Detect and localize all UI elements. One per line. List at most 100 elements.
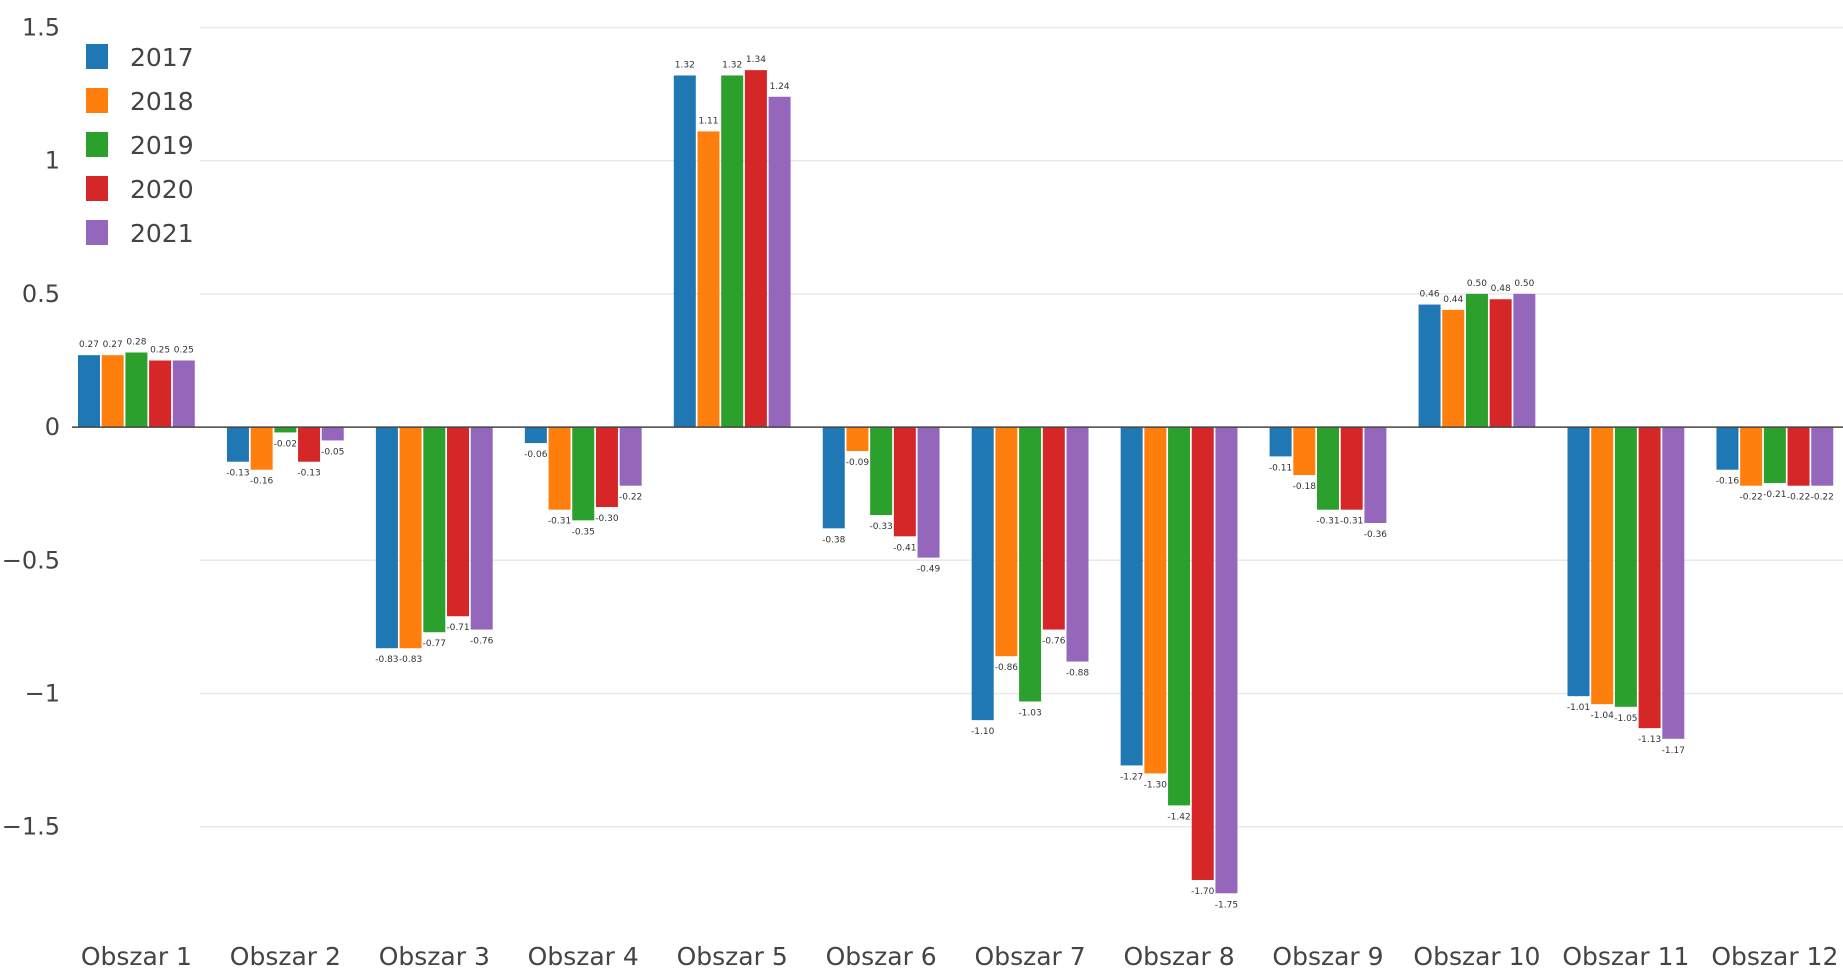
data-label: -1.13	[1638, 735, 1661, 745]
bar[interactable]	[1066, 427, 1089, 662]
bar[interactable]	[995, 427, 1018, 657]
data-label: -0.05	[321, 447, 344, 457]
data-label: -0.16	[1716, 477, 1740, 487]
y-axis: 1.5 1 0.5 0 −0.5 −1 −1.5	[2, 14, 60, 841]
bar[interactable]	[226, 427, 249, 462]
data-label: -1.17	[1662, 746, 1685, 756]
data-label: -0.49	[917, 565, 941, 575]
bar[interactable]	[1614, 427, 1637, 707]
data-label: -0.35	[572, 527, 595, 537]
bar[interactable]	[298, 427, 321, 462]
data-label: -0.38	[822, 535, 846, 545]
bar[interactable]	[893, 427, 916, 537]
bar[interactable]	[1591, 427, 1614, 705]
bar[interactable]	[447, 427, 469, 617]
data-label: -0.71	[446, 623, 469, 633]
bar[interactable]	[1811, 427, 1834, 486]
bar[interactable]	[721, 75, 744, 428]
data-label: -0.22	[1787, 493, 1810, 503]
bar[interactable]	[1418, 304, 1441, 428]
bar[interactable]	[697, 131, 720, 428]
bar[interactable]	[1120, 427, 1143, 766]
data-label: -1.70	[1191, 887, 1215, 897]
bar[interactable]	[1269, 427, 1292, 457]
bar[interactable]	[149, 360, 172, 428]
bar[interactable]	[673, 75, 696, 428]
bar[interactable]	[1763, 427, 1786, 484]
data-label: -0.88	[1066, 669, 1090, 679]
data-label: 1.34	[746, 55, 766, 65]
bar[interactable]	[470, 427, 493, 630]
bar[interactable]	[1019, 427, 1042, 702]
bar[interactable]	[1489, 299, 1512, 428]
data-label: -0.30	[595, 514, 619, 524]
bar[interactable]	[870, 427, 893, 516]
bar[interactable]	[744, 70, 767, 428]
legend-label: 2020	[130, 175, 194, 204]
data-label: -0.36	[1364, 530, 1388, 540]
bar[interactable]	[1293, 427, 1316, 476]
x-tick-label: Obszar 9	[1272, 942, 1383, 971]
bar[interactable]	[971, 427, 994, 721]
bar[interactable]	[1144, 427, 1167, 774]
data-label: 0.25	[150, 346, 170, 356]
bar[interactable]	[1513, 293, 1536, 428]
bar[interactable]	[548, 427, 571, 510]
bar[interactable]	[1662, 427, 1685, 739]
bar[interactable]	[768, 96, 791, 428]
bar[interactable]	[1740, 427, 1763, 486]
data-label: -0.13	[297, 469, 320, 479]
bar[interactable]	[822, 427, 845, 529]
bar[interactable]	[846, 427, 869, 452]
bar[interactable]	[1215, 427, 1238, 894]
bar[interactable]	[423, 427, 446, 633]
bar[interactable]	[1317, 427, 1339, 510]
bar[interactable]	[1364, 427, 1387, 524]
bar[interactable]	[250, 427, 273, 470]
bar[interactable]	[172, 360, 195, 428]
bar[interactable]	[1042, 427, 1065, 630]
bar[interactable]	[917, 427, 940, 558]
legend-item[interactable]: 2017	[86, 43, 194, 72]
bar[interactable]	[1787, 427, 1810, 486]
bar[interactable]	[101, 355, 124, 428]
data-label: -0.13	[226, 469, 249, 479]
bar[interactable]	[572, 427, 595, 521]
bar[interactable]	[375, 427, 398, 649]
bar[interactable]	[78, 355, 100, 428]
data-label: 1.32	[722, 60, 742, 70]
bar[interactable]	[274, 427, 297, 433]
bar[interactable]	[595, 427, 618, 508]
data-label: 1.24	[770, 82, 790, 92]
legend-swatch	[86, 44, 108, 69]
bar[interactable]	[1716, 427, 1739, 470]
bar[interactable]	[1168, 427, 1191, 806]
y-tick-label: −1	[25, 680, 60, 708]
data-label: -0.83	[399, 655, 422, 665]
legend-item[interactable]: 2018	[86, 87, 194, 116]
bar[interactable]	[1567, 427, 1590, 697]
legend-item[interactable]: 2019	[86, 131, 194, 160]
data-label: 0.27	[79, 340, 99, 350]
bar[interactable]	[1191, 427, 1214, 880]
data-label: 0.50	[1514, 279, 1534, 289]
bar[interactable]	[524, 427, 547, 444]
x-tick-label: Obszar 1	[81, 942, 192, 971]
bar[interactable]	[399, 427, 422, 649]
legend-item[interactable]: 2021	[86, 219, 194, 248]
bar[interactable]	[321, 427, 344, 441]
x-tick-label: Obszar 6	[826, 942, 937, 971]
data-label: -0.31	[1316, 517, 1339, 527]
legend[interactable]: 2017 2018 2019 2020 2021	[86, 43, 194, 248]
bar[interactable]	[125, 352, 148, 428]
bar[interactable]	[1442, 309, 1465, 428]
bar[interactable]	[1465, 293, 1488, 428]
data-label: 0.25	[174, 346, 194, 356]
data-label: -0.86	[995, 663, 1019, 673]
legend-item[interactable]: 2020	[86, 175, 194, 204]
data-label: 0.28	[126, 338, 146, 348]
bar[interactable]	[1340, 427, 1363, 510]
legend-swatch	[86, 176, 108, 201]
bar[interactable]	[619, 427, 642, 486]
bar[interactable]	[1638, 427, 1661, 729]
